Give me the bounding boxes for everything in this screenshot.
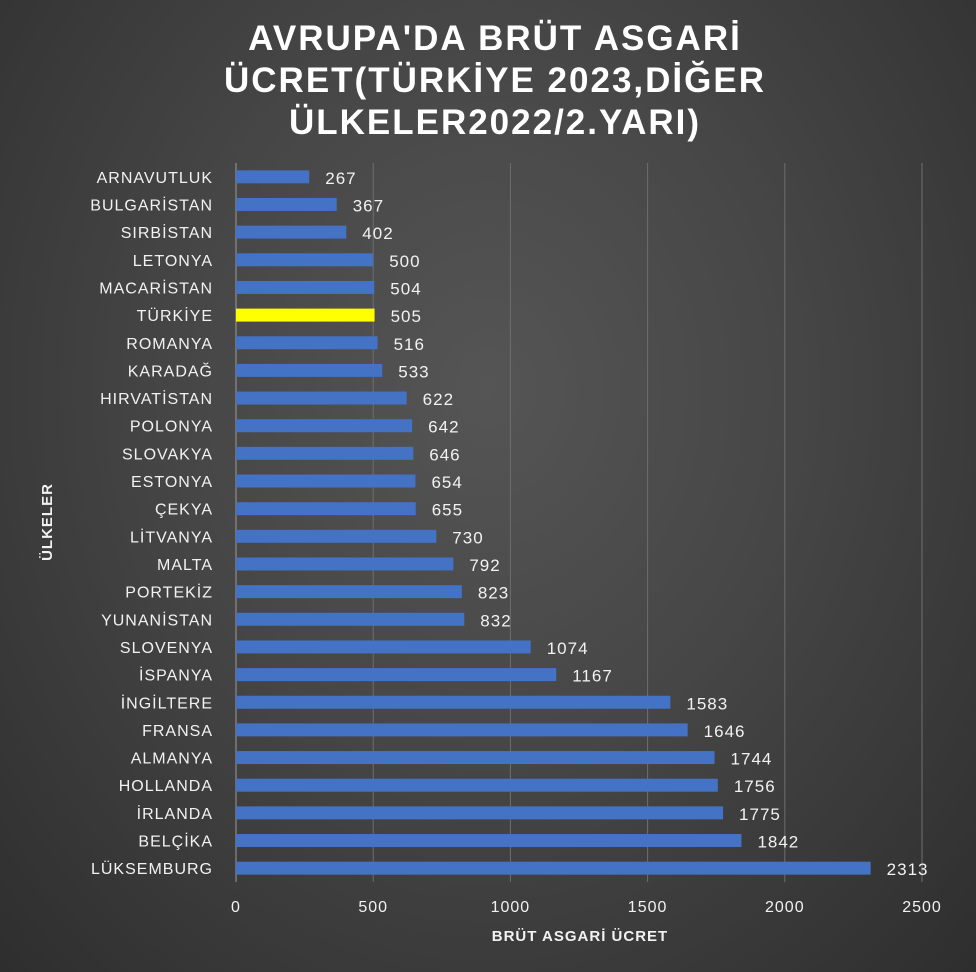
data-label: 1646 (704, 722, 746, 741)
bar (236, 640, 531, 654)
gridlines (235, 163, 923, 882)
y-tick-label: MALTA (157, 557, 213, 574)
data-label: 655 (432, 501, 463, 520)
y-tick-label: SLOVAKYA (122, 446, 213, 463)
data-label: 1074 (547, 639, 589, 658)
y-tick-label: KARADAĞ (128, 361, 213, 380)
data-label: 823 (478, 584, 509, 603)
data-label: 730 (452, 528, 483, 547)
y-tick-label: İSPANYA (139, 666, 213, 685)
y-tick-label: FRANSA (142, 723, 213, 740)
x-tick-label: 1000 (491, 899, 531, 916)
bar (236, 585, 462, 599)
y-tick-label: PORTEKİZ (125, 583, 213, 602)
data-label: 516 (394, 335, 425, 354)
y-tick-label: ARNAVUTLUK (97, 170, 213, 187)
bar (236, 308, 375, 322)
y-tick-label: YUNANİSTAN (101, 610, 213, 629)
bar (236, 778, 718, 792)
bar (236, 751, 715, 765)
bar (236, 446, 414, 460)
data-label: 1583 (686, 694, 728, 713)
y-tick-label: İNGİLTERE (121, 693, 213, 712)
x-tick-label: 2000 (765, 899, 805, 916)
y-tick-label: BELÇİKA (138, 832, 213, 851)
data-label: 646 (429, 445, 460, 464)
data-label: 367 (353, 196, 384, 215)
y-tick-label: ESTONYA (131, 474, 213, 491)
bar (236, 502, 416, 516)
chart-title: AVRUPA'DA BRÜT ASGARİ ÜCRET(TÜRKİYE 2023… (224, 19, 766, 142)
bar (236, 557, 454, 571)
bar (236, 474, 416, 488)
y-tick-label: TÜRKİYE (137, 306, 213, 325)
data-label: 500 (389, 252, 420, 271)
data-label: 654 (431, 473, 462, 492)
y-axis-title: ÜLKELER (39, 483, 56, 561)
bar (236, 834, 742, 848)
y-tick-label: MACARİSTAN (99, 278, 213, 297)
y-tick-label: LİTVANYA (130, 527, 213, 546)
x-tick-label: 0 (231, 899, 241, 916)
bar (236, 253, 374, 267)
x-tick-label: 500 (358, 899, 388, 916)
bar (236, 419, 413, 433)
x-axis-title: BRÜT ASGARİ ÜCRET (492, 928, 668, 945)
data-label: 402 (362, 224, 393, 243)
data-label: 642 (428, 418, 459, 437)
y-tick-label: ALMANYA (131, 751, 213, 768)
x-tick-label: 1500 (628, 899, 668, 916)
data-label: 792 (469, 556, 500, 575)
bar (236, 280, 375, 294)
y-tick-label: SIRBİSTAN (121, 223, 213, 242)
data-label: 2313 (887, 860, 929, 879)
data-label: 533 (398, 362, 429, 381)
data-label: 622 (423, 390, 454, 409)
bar (236, 861, 871, 875)
y-tick-label: ÇEKYA (155, 502, 213, 519)
data-label: 1167 (572, 667, 613, 686)
y-tick-label: HIRVATİSTAN (100, 389, 213, 408)
y-tick-label: İRLANDA (137, 804, 213, 823)
bar (236, 170, 310, 184)
y-tick-label: POLONYA (130, 419, 213, 436)
data-label: 505 (391, 307, 422, 326)
bar (236, 695, 671, 709)
bar (236, 806, 724, 820)
bar (236, 363, 383, 377)
bars (236, 170, 871, 875)
y-tick-label: BULGARİSTAN (90, 195, 213, 214)
labels: 0 500 1000 1500 2000 2500 ARNAVUTLUK 267 BULGARİ… (90, 169, 942, 916)
x-tick-label: 2500 (902, 899, 942, 916)
data-label: 1775 (739, 805, 781, 824)
bar (236, 391, 407, 405)
y-tick-label: ROMANYA (126, 336, 213, 353)
bar (236, 225, 347, 239)
bar (236, 612, 465, 626)
bar (236, 529, 437, 543)
data-label: 1744 (731, 750, 773, 769)
data-label: 1756 (734, 777, 776, 796)
data-label: 1842 (757, 833, 799, 852)
bar (236, 336, 378, 350)
bar (236, 197, 337, 211)
bar (236, 723, 688, 737)
y-tick-label: SLOVENYA (120, 640, 213, 657)
y-tick-label: LÜKSEMBURG (91, 860, 213, 878)
data-label: 504 (390, 279, 421, 298)
data-label: 832 (480, 611, 511, 630)
y-tick-label: LETONYA (133, 253, 213, 270)
data-label: 267 (325, 169, 356, 188)
bar (236, 668, 557, 682)
y-tick-label: HOLLANDA (119, 778, 213, 795)
